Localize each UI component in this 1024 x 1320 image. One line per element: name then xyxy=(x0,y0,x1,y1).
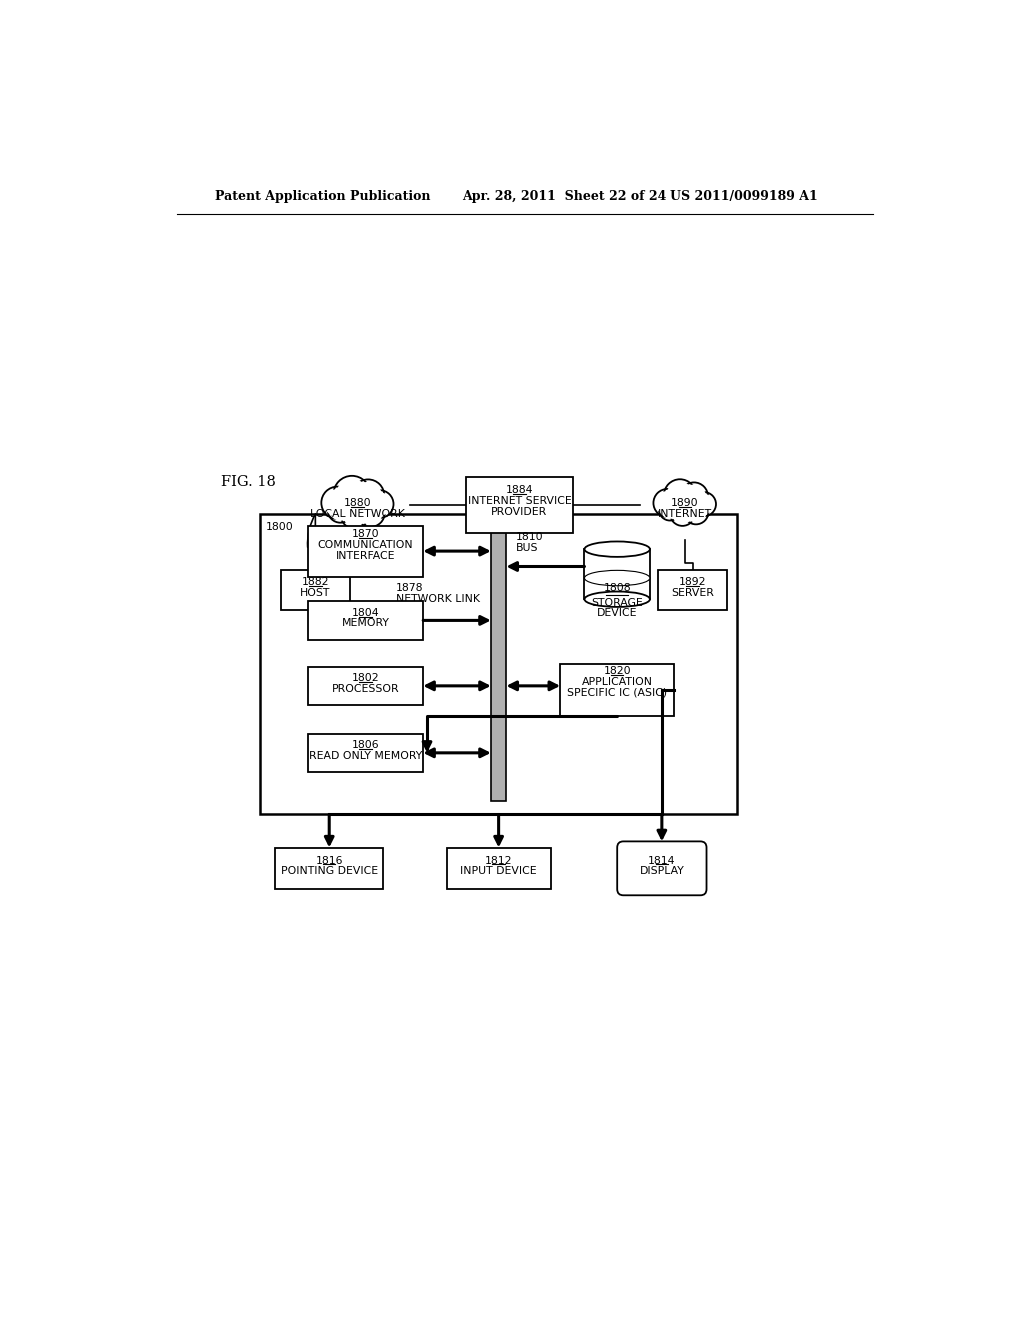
Circle shape xyxy=(694,494,714,515)
Text: 1892: 1892 xyxy=(679,577,707,587)
Ellipse shape xyxy=(585,591,650,607)
Text: 1814: 1814 xyxy=(648,855,676,866)
Circle shape xyxy=(653,488,681,517)
Text: NETWORK LINK: NETWORK LINK xyxy=(396,594,480,603)
Bar xyxy=(585,549,650,599)
FancyBboxPatch shape xyxy=(466,478,573,533)
Circle shape xyxy=(664,479,696,511)
Text: 1882: 1882 xyxy=(302,577,329,587)
Text: FIG. 18: FIG. 18 xyxy=(221,475,276,488)
Circle shape xyxy=(328,498,353,523)
Circle shape xyxy=(358,500,383,525)
Circle shape xyxy=(336,479,368,510)
Circle shape xyxy=(667,482,693,510)
FancyBboxPatch shape xyxy=(307,734,423,772)
Text: POINTING DEVICE: POINTING DEVICE xyxy=(281,866,378,876)
Text: BUS: BUS xyxy=(515,543,538,553)
Text: LOCAL NETWORK: LOCAL NETWORK xyxy=(310,510,406,519)
Text: SPECIFIC IC (ASIC): SPECIFIC IC (ASIC) xyxy=(567,688,668,698)
Text: 1820: 1820 xyxy=(603,667,631,676)
Circle shape xyxy=(683,499,709,524)
FancyBboxPatch shape xyxy=(658,570,727,610)
Circle shape xyxy=(658,499,681,520)
FancyBboxPatch shape xyxy=(260,515,737,814)
Text: MEMORY: MEMORY xyxy=(341,619,389,628)
Circle shape xyxy=(322,487,353,519)
Circle shape xyxy=(672,503,693,524)
Text: 1884: 1884 xyxy=(506,486,534,495)
Text: READ ONLY MEMORY: READ ONLY MEMORY xyxy=(309,751,422,760)
Text: INPUT DEVICE: INPUT DEVICE xyxy=(461,866,537,876)
Circle shape xyxy=(354,482,382,510)
Circle shape xyxy=(680,482,708,511)
Text: 1804: 1804 xyxy=(351,607,379,618)
Circle shape xyxy=(366,490,393,517)
Circle shape xyxy=(682,484,706,508)
Text: Apr. 28, 2011  Sheet 22 of 24: Apr. 28, 2011 Sheet 22 of 24 xyxy=(462,190,666,203)
Text: Patent Application Publication: Patent Application Publication xyxy=(215,190,431,203)
Text: INTERNET SERVICE: INTERNET SERVICE xyxy=(468,496,571,506)
Ellipse shape xyxy=(585,541,650,557)
Text: 1806: 1806 xyxy=(351,741,379,750)
Text: DISPLAY: DISPLAY xyxy=(639,866,684,876)
Text: 1880: 1880 xyxy=(344,499,372,508)
Circle shape xyxy=(692,492,716,516)
Text: PROVIDER: PROVIDER xyxy=(492,507,548,517)
Text: 1812: 1812 xyxy=(485,855,512,866)
FancyBboxPatch shape xyxy=(560,664,674,715)
Circle shape xyxy=(670,500,695,525)
Text: PROCESSOR: PROCESSOR xyxy=(332,684,399,694)
Circle shape xyxy=(685,502,707,523)
Circle shape xyxy=(352,479,384,512)
FancyBboxPatch shape xyxy=(275,847,383,890)
FancyBboxPatch shape xyxy=(281,570,350,610)
FancyBboxPatch shape xyxy=(307,525,423,577)
Text: 1802: 1802 xyxy=(351,673,379,684)
Text: 1800: 1800 xyxy=(266,521,294,532)
FancyBboxPatch shape xyxy=(617,841,707,895)
Text: INTERFACE: INTERFACE xyxy=(336,550,395,561)
Circle shape xyxy=(356,498,385,527)
FancyBboxPatch shape xyxy=(307,667,423,705)
Text: SERVER: SERVER xyxy=(671,587,714,598)
Text: DEVICE: DEVICE xyxy=(597,609,638,619)
Text: US 2011/0099189 A1: US 2011/0099189 A1 xyxy=(670,190,817,203)
Text: 1816: 1816 xyxy=(315,855,343,866)
Text: INTERNET: INTERNET xyxy=(657,510,712,519)
Circle shape xyxy=(343,502,367,527)
Text: 1878: 1878 xyxy=(396,583,424,593)
Circle shape xyxy=(368,492,391,516)
Text: 1870: 1870 xyxy=(351,529,379,539)
Text: COMMUNICATION: COMMUNICATION xyxy=(317,540,414,550)
Circle shape xyxy=(655,491,679,515)
Bar xyxy=(490,528,506,800)
Circle shape xyxy=(340,500,370,528)
Text: HOST: HOST xyxy=(300,587,331,598)
Circle shape xyxy=(660,500,679,519)
Circle shape xyxy=(330,499,351,521)
Text: 1890: 1890 xyxy=(671,499,698,508)
Text: APPLICATION: APPLICATION xyxy=(582,677,652,686)
Ellipse shape xyxy=(585,570,650,586)
Circle shape xyxy=(334,475,371,512)
Text: 1810: 1810 xyxy=(515,532,543,541)
FancyBboxPatch shape xyxy=(307,601,423,640)
Text: 1808: 1808 xyxy=(603,583,631,593)
FancyBboxPatch shape xyxy=(446,847,551,890)
Circle shape xyxy=(324,488,351,516)
Text: STORAGE: STORAGE xyxy=(591,598,643,609)
